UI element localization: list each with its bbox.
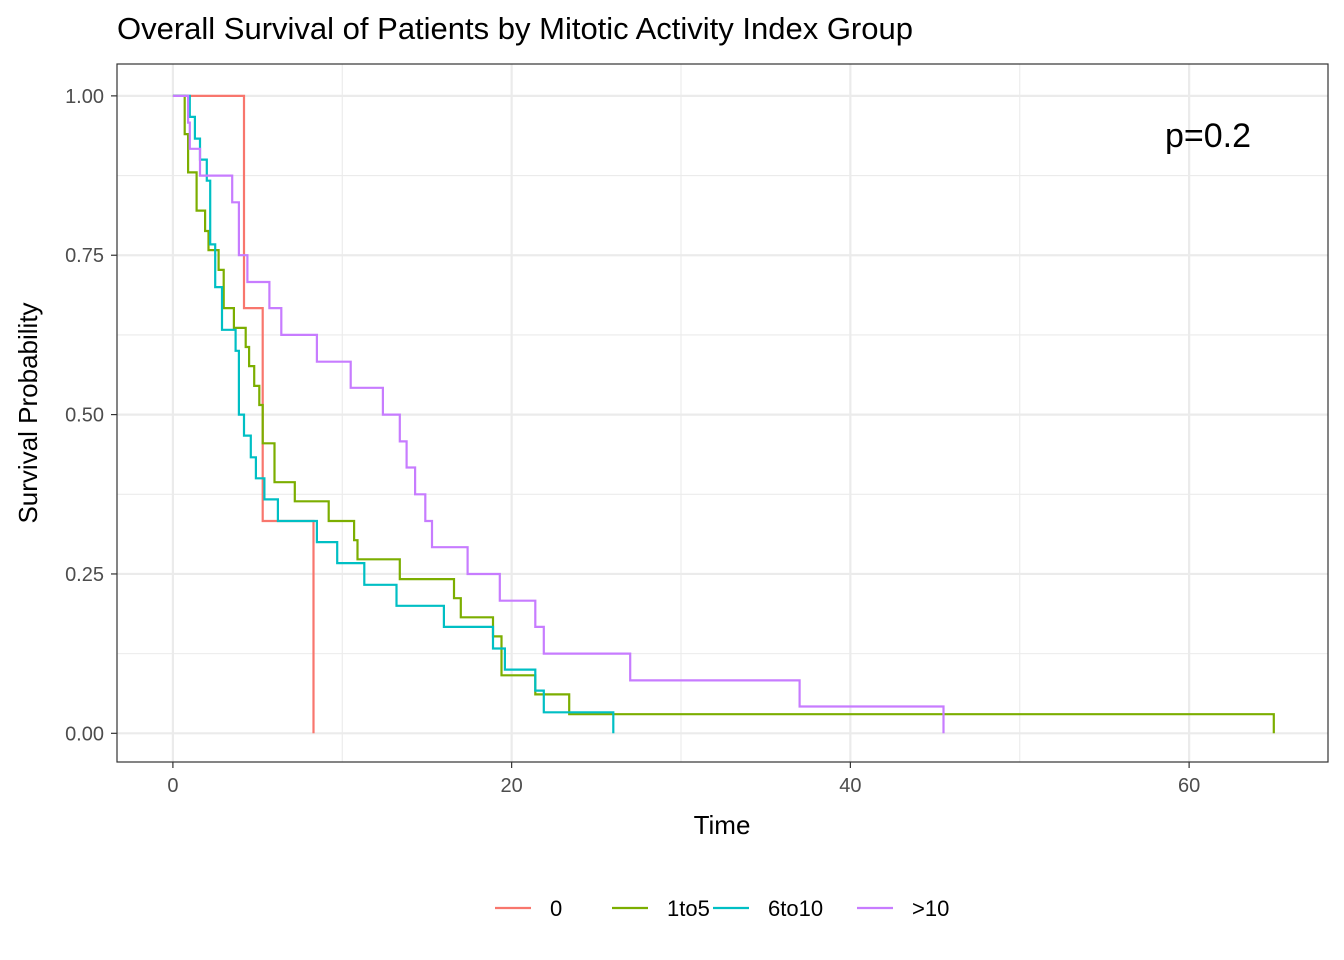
y-tick-label: 0.75 <box>65 245 104 267</box>
legend-item-1to5: 1to5 <box>612 896 710 921</box>
x-axis-title: Time <box>694 810 751 840</box>
legend-item-6to10: 6to10 <box>713 896 823 921</box>
series-layer <box>172 94 1275 734</box>
y-tick-label: 1.00 <box>65 86 104 108</box>
grid <box>117 64 1328 762</box>
axis-ticks: 0 20 40 60 0.00 0.25 0.50 0.75 1.00 <box>65 86 1200 797</box>
y-tick-label: 0.50 <box>65 405 104 427</box>
legend-label: 0 <box>550 896 562 921</box>
legend-label: 6to10 <box>768 896 823 921</box>
survival-curve-6to10 <box>172 94 615 734</box>
p-value-annotation: p=0.2 <box>1165 117 1251 155</box>
survival-curve->10 <box>172 94 945 734</box>
survival-curve-1to5 <box>172 94 1275 734</box>
legend-label: 1to5 <box>667 896 710 921</box>
legend-label: >10 <box>912 896 949 921</box>
plot-background <box>117 64 1328 762</box>
x-tick-label: 40 <box>839 775 861 797</box>
y-axis-title: Survival Probability <box>13 302 43 523</box>
y-tick-label: 0.25 <box>65 564 104 586</box>
x-tick-label: 60 <box>1178 775 1200 797</box>
plot-border <box>116 63 1329 763</box>
x-tick-label: 20 <box>501 775 523 797</box>
legend: 0 1to5 6to10 >10 <box>495 896 949 921</box>
y-tick-label: 0.00 <box>65 723 104 745</box>
legend-item-0: 0 <box>495 896 562 921</box>
legend-item->10: >10 <box>857 896 949 921</box>
chart-title: Overall Survival of Patients by Mitotic … <box>117 11 913 46</box>
x-tick-label: 0 <box>167 775 178 797</box>
